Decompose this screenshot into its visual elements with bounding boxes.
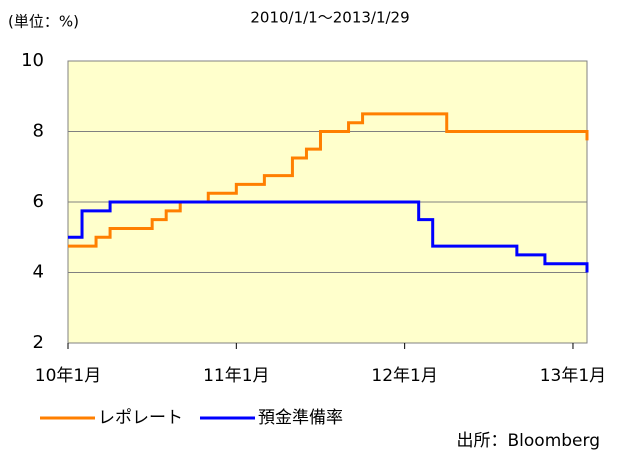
y-tick-label: 2 — [33, 332, 44, 353]
x-tick-label: 11年1月 — [203, 366, 269, 386]
line-series — [68, 200, 589, 273]
y-tick-label: 6 — [33, 191, 44, 212]
y-tick-label: 10 — [21, 50, 44, 71]
unit-label: (単位：%) — [8, 13, 79, 31]
y-tick-label: 4 — [33, 262, 44, 283]
source: 出所：Bloomberg — [457, 431, 600, 451]
x-tick-label: 12年1月 — [371, 366, 437, 386]
x-tick-label: 10年1月 — [35, 366, 101, 386]
y-tick-label: 8 — [33, 121, 44, 142]
legend-label: 預金準備率 — [258, 408, 343, 428]
legend-label: レポレート — [98, 408, 183, 428]
line-series — [68, 112, 589, 248]
x-tick-label: 13年1月 — [540, 366, 606, 386]
chart-title: 2010/1/1～2013/1/29 — [250, 9, 409, 27]
